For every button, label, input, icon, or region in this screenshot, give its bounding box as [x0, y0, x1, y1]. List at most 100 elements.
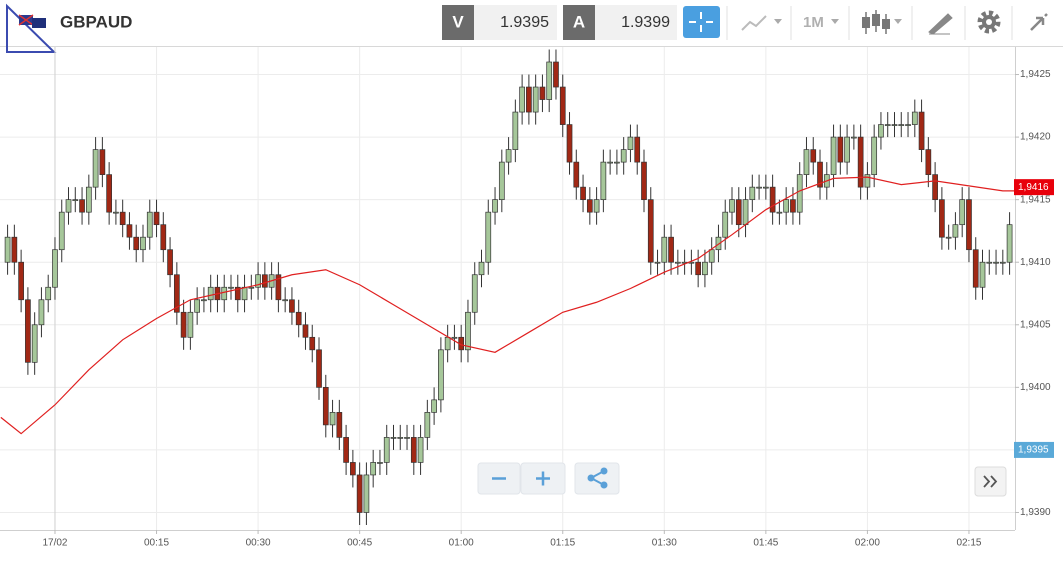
- candle-body: [79, 199, 85, 213]
- symbol: GBPAUD: [60, 12, 132, 31]
- candle-body: [742, 199, 749, 226]
- price-marker-label: 1,9395: [1018, 445, 1049, 456]
- x-tick-label: 01:45: [753, 538, 778, 549]
- candle-body: [85, 186, 92, 213]
- candle-body: [851, 136, 857, 139]
- candle-body: [871, 136, 878, 175]
- candle-body: [830, 136, 837, 175]
- candle-body: [255, 274, 261, 288]
- candle-body: [444, 336, 451, 351]
- candle-body: [316, 349, 322, 388]
- axis-labels: 1,93901,93951,94001,94051,94101,94151,94…: [42, 69, 1054, 549]
- bid-badge[interactable]: [442, 5, 474, 40]
- ask-badge[interactable]: [563, 5, 595, 40]
- collapse-icon[interactable]: [1030, 13, 1048, 31]
- candle-body: [295, 311, 302, 326]
- chart-type-button[interactable]: [862, 10, 902, 34]
- candle-body: [180, 311, 187, 338]
- candle-body: [221, 286, 228, 301]
- candle-body: [275, 274, 282, 301]
- y-tick-label: 1,9410: [1020, 257, 1051, 268]
- candle-body: [526, 86, 532, 113]
- candle-body: [783, 199, 790, 213]
- y-tick-label: 1,9420: [1020, 132, 1051, 143]
- candle-body: [790, 199, 796, 213]
- x-tick-label: 00:45: [347, 538, 372, 549]
- candle-body: [282, 299, 289, 302]
- draw-tool-icon[interactable]: [928, 13, 953, 35]
- candle-body: [959, 199, 966, 226]
- candle-body: [647, 199, 654, 263]
- bid-label: V: [452, 12, 464, 31]
- candle-body: [878, 124, 884, 138]
- timeframe[interactable]: 1M: [803, 14, 824, 31]
- candle-body: [803, 149, 810, 175]
- candle-body: [905, 124, 911, 126]
- candle-body: [884, 124, 891, 126]
- settings-button[interactable]: [977, 10, 1001, 34]
- candle-body: [302, 324, 309, 338]
- candle-body: [614, 161, 620, 164]
- candle-body: [25, 299, 31, 363]
- candle-body: [715, 236, 722, 251]
- logo-triangle: [6, 3, 57, 53]
- candle-body: [796, 174, 803, 213]
- instrument-logo: [6, 3, 57, 53]
- ask-price: 1.9399: [621, 14, 670, 31]
- candle-body: [702, 261, 708, 276]
- candle-body: [729, 199, 735, 213]
- candle-body: [363, 474, 370, 513]
- scroll-end-button[interactable]: [974, 466, 1007, 497]
- candle-body: [722, 211, 729, 238]
- indicator-icon: [741, 15, 767, 31]
- candle-body: [566, 124, 573, 163]
- x-tick-label: 02:00: [855, 538, 880, 549]
- indicator-button[interactable]: [741, 15, 782, 31]
- candle-body: [207, 286, 214, 301]
- candle-body: [126, 224, 133, 238]
- bid-price: 1.9395: [500, 14, 549, 31]
- x-tick-label: 01:30: [652, 538, 677, 549]
- candle-body: [966, 199, 972, 251]
- gear-teeth: [977, 10, 1001, 34]
- ask-box[interactable]: [595, 5, 677, 40]
- crosshair-button[interactable]: [683, 6, 720, 38]
- candle-body: [471, 274, 478, 313]
- candle-body: [322, 387, 329, 426]
- candle-body: [763, 186, 769, 189]
- candle-body: [539, 86, 546, 100]
- share-button[interactable]: [574, 462, 620, 495]
- candle-body: [201, 299, 207, 302]
- candle-body: [993, 261, 999, 264]
- candle-body: [390, 437, 397, 439]
- candle-body: [45, 286, 52, 301]
- x-tick-label: 00:30: [246, 538, 271, 549]
- candle-body: [194, 299, 201, 313]
- candle-body: [898, 124, 905, 126]
- price-marker-label: 1,9416: [1018, 182, 1049, 193]
- candle-body: [559, 86, 566, 125]
- candle-body: [661, 236, 668, 263]
- candle-body: [532, 86, 539, 113]
- candle-body: [891, 124, 898, 126]
- candle-body: [99, 149, 106, 175]
- candle-body: [424, 412, 431, 438]
- candle-body: [377, 462, 383, 464]
- candle-body: [546, 61, 553, 100]
- candle-body: [600, 161, 607, 201]
- price-marker: [1014, 179, 1054, 196]
- candle-body: [356, 474, 363, 513]
- toolbar: GBPAUD V 1.9395 A 1.9399 1M: [0, 0, 1063, 53]
- candle-body: [113, 211, 119, 214]
- candle-body: [695, 261, 702, 276]
- double-arrow-icon: [983, 475, 998, 488]
- candle-body: [986, 261, 993, 264]
- candle-body: [654, 261, 661, 264]
- candle-body: [404, 437, 410, 439]
- x-tick-label: 01:00: [449, 538, 474, 549]
- y-tick-label: 1,9390: [1020, 507, 1051, 518]
- bid-box[interactable]: [474, 5, 557, 40]
- flag-au: [32, 18, 46, 28]
- candle-body: [336, 412, 343, 438]
